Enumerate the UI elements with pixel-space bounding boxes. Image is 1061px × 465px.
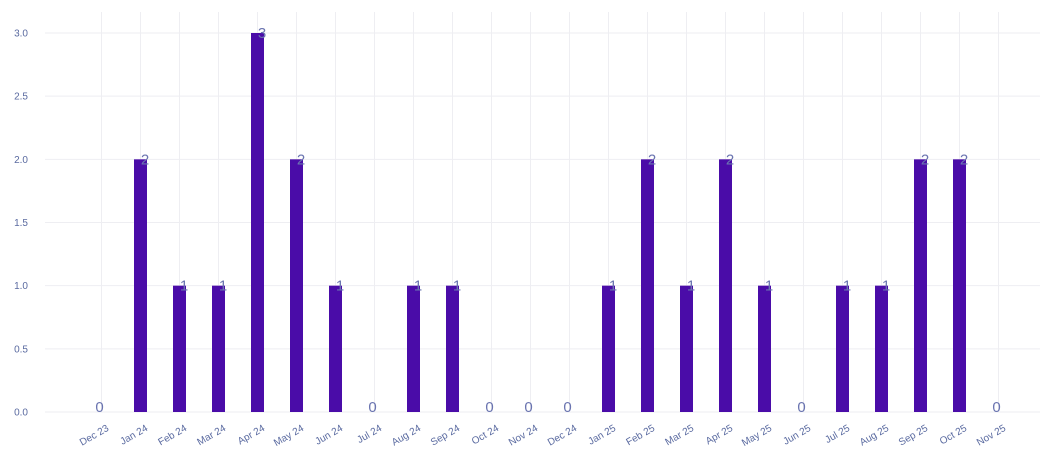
x-tick-label: Oct 25 <box>938 423 969 447</box>
bar <box>680 285 693 412</box>
data-label: 1 <box>414 278 422 295</box>
x-tick-label: Oct 24 <box>470 423 501 447</box>
y-tick-label: 2.5 <box>14 92 28 103</box>
y-tick-label: 0.0 <box>14 408 28 419</box>
x-tick-label: May 25 <box>740 423 774 449</box>
y-tick-label: 0.5 <box>14 344 28 355</box>
x-tick-label: Dec 24 <box>546 423 579 449</box>
bar <box>953 159 966 412</box>
bar <box>719 159 732 412</box>
data-label: 3 <box>258 25 266 42</box>
x-tick-label: Jun 24 <box>313 423 345 448</box>
x-tick-label: May 24 <box>272 423 306 449</box>
y-tick-label: 1.5 <box>14 218 28 229</box>
x-tick-label: Mar 25 <box>664 423 697 448</box>
bar <box>446 285 459 412</box>
x-axis: Dec 23 Jan 24 Feb 24 Mar 24 Apr 24 May 24 Jun … <box>78 423 1008 449</box>
data-label: 0 <box>563 399 571 416</box>
data-label: 0 <box>524 399 532 416</box>
y-tick-label: 2.0 <box>14 155 28 166</box>
gridlines <box>45 12 1040 413</box>
x-tick-label: Apr 24 <box>236 423 267 447</box>
bar <box>641 159 654 412</box>
bar <box>290 159 303 412</box>
bars <box>134 33 966 412</box>
bar <box>134 159 147 412</box>
x-tick-label: Apr 25 <box>704 423 735 447</box>
x-tick-label: Aug 25 <box>858 423 891 449</box>
data-label: 1 <box>843 278 851 295</box>
x-tick-label: Nov 25 <box>975 423 1008 449</box>
bar <box>251 33 264 412</box>
data-label: 2 <box>921 151 929 168</box>
x-tick-label: Jul 24 <box>355 423 384 446</box>
bar <box>836 285 849 412</box>
data-label: 1 <box>609 278 617 295</box>
data-label: 1 <box>765 278 773 295</box>
x-tick-label: Sep 24 <box>429 423 462 449</box>
data-label: 0 <box>368 399 376 416</box>
data-label: 0 <box>485 399 493 416</box>
bar <box>329 285 342 412</box>
x-tick-label: Jul 25 <box>823 423 852 446</box>
data-label: 2 <box>960 151 968 168</box>
bar <box>212 285 225 412</box>
data-label: 0 <box>797 399 805 416</box>
x-tick-label: Jun 25 <box>781 423 813 448</box>
x-tick-label: Dec 23 <box>78 423 111 449</box>
bar <box>173 285 186 412</box>
data-label: 2 <box>726 151 734 168</box>
x-tick-label: Jan 24 <box>118 423 150 448</box>
data-labels: 0 2 1 1 3 2 1 0 1 1 0 0 0 1 2 1 2 1 0 1 1 2 2 0 <box>95 25 1000 416</box>
data-label: 1 <box>882 278 890 295</box>
data-label: 1 <box>453 278 461 295</box>
data-label: 1 <box>687 278 695 295</box>
data-label: 0 <box>95 399 103 416</box>
x-tick-label: Feb 25 <box>625 423 658 448</box>
y-tick-label: 3.0 <box>14 29 28 40</box>
data-label: 2 <box>141 151 149 168</box>
bar <box>875 285 888 412</box>
x-tick-label: Mar 24 <box>196 423 229 448</box>
x-tick-label: Feb 24 <box>157 423 190 448</box>
x-tick-label: Aug 24 <box>390 423 423 449</box>
bar <box>602 285 615 412</box>
y-axis: 0.0 0.5 1.0 1.5 2.0 2.5 3.0 <box>14 29 28 419</box>
y-tick-label: 1.0 <box>14 281 28 292</box>
bar <box>914 159 927 412</box>
x-tick-label: Nov 24 <box>507 423 540 449</box>
data-label: 1 <box>180 278 188 295</box>
data-label: 1 <box>336 278 344 295</box>
bar <box>758 285 771 412</box>
data-label: 2 <box>648 151 656 168</box>
bar <box>407 285 420 412</box>
data-label: 2 <box>297 151 305 168</box>
x-tick-label: Jan 25 <box>586 423 618 448</box>
x-tick-label: Sep 25 <box>897 423 930 449</box>
data-label: 1 <box>219 278 227 295</box>
data-label: 0 <box>992 399 1000 416</box>
